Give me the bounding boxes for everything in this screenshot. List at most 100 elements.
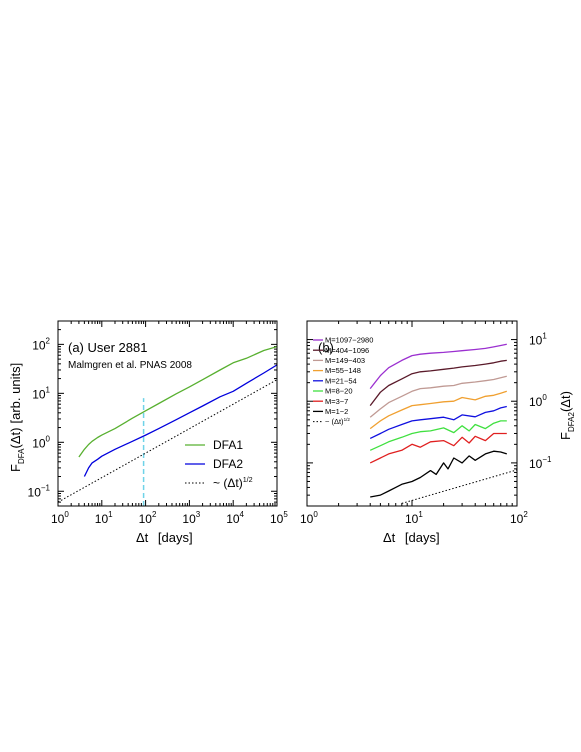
panel-b-xlabel-unit: [days]: [405, 530, 440, 545]
x-tick-label-base: 10: [300, 512, 314, 526]
y-tick-label-base: 10: [529, 395, 543, 409]
panel-b-plot-area: [369, 343, 517, 504]
panel-a-y-axis-label: FDFA(Δt) [arb. units]: [8, 363, 26, 472]
y-tick-label-exp: 1: [542, 332, 547, 341]
x-tick-label-exp: 5: [283, 510, 288, 519]
series-line-0: [369, 343, 507, 390]
x-tick-label-exp: 0: [313, 510, 318, 519]
y-tick-label: 102: [32, 336, 50, 352]
x-tick-label: 102: [510, 510, 528, 526]
legend-entry-label: M=55−148: [325, 366, 361, 375]
y-tick-label-base: 10: [32, 387, 46, 401]
series-line-2: [369, 375, 507, 418]
y-tick-label: 100: [32, 434, 50, 450]
legend-entry: M=404−1096: [325, 346, 369, 355]
y-tick-label-base: 10: [28, 485, 42, 499]
legend-entry-label: DFA1: [213, 438, 243, 452]
y-tick-label-exp: 1: [46, 385, 51, 394]
y-tick-label-base: 10: [32, 436, 46, 450]
y-tick-label: 101: [32, 385, 50, 401]
panel-b-ylabel-main: F: [558, 432, 573, 440]
x-tick-label-base: 10: [405, 512, 419, 526]
legend-entry: ~ (Δt)1/2: [213, 475, 253, 490]
legend-entry: M=3−7: [325, 397, 348, 406]
x-tick-label: 100: [51, 510, 69, 526]
y-tick-label-base: 10: [529, 457, 543, 471]
panel-a-legend: DFA1 DFA2 ~ (Δt)1/2: [185, 438, 253, 490]
y-tick-label-exp: −1: [41, 483, 51, 492]
legend-entry: M=1097−2980: [325, 336, 373, 345]
panel-b-legend: M=1097−2980M=404−1096M=149−403M=55−148M=…: [313, 336, 373, 426]
y-tick-label: 10−1: [529, 455, 552, 471]
legend-entry-label: M=149−403: [325, 356, 365, 365]
y-tick-label-base: 10: [32, 338, 46, 352]
panel-a-xlabel-unit: [days]: [158, 530, 193, 545]
panel-b-frame: [306, 320, 518, 507]
y-tick-label: 101: [529, 332, 547, 348]
panel-b-xlabel-main: Δt: [383, 530, 396, 545]
legend-entry-label: M=404−1096: [325, 346, 369, 355]
panel-a-ylabel-main: F: [8, 464, 23, 472]
legend-entry-label: M=8−20: [325, 387, 353, 396]
x-tick-label-exp: 3: [196, 510, 201, 519]
legend-entry: ~ (Δt)1/2: [325, 417, 350, 426]
series-line-0: [78, 345, 277, 458]
series-line-5: [369, 420, 507, 451]
legend-entry-label: ~ (Δt): [325, 417, 344, 426]
legend-entry: M=1−2: [325, 407, 348, 416]
y-tick-label-exp: −1: [542, 455, 552, 464]
y-tick-label-exp: 0: [46, 434, 51, 443]
x-tick-label-base: 10: [226, 512, 240, 526]
y-tick-label-base: 10: [529, 334, 543, 348]
panel-a-plot-area: [58, 345, 277, 506]
series-line-7: [370, 450, 507, 498]
legend-entry-label: M=21−54: [325, 376, 357, 385]
series-line-6: [369, 432, 507, 464]
panel-b-ylabel-sub: DFA2: [567, 411, 576, 432]
panel-a-x-tick-labels: 100 101 102 103 104 105: [51, 510, 288, 526]
legend-entry: M=8−20: [325, 387, 353, 396]
x-tick-label-exp: 2: [523, 510, 528, 519]
x-tick-label-base: 10: [139, 512, 153, 526]
x-tick-label-base: 10: [95, 512, 109, 526]
y-tick-label: 10−1: [28, 483, 51, 499]
series-line-4: [369, 405, 507, 439]
legend-entry: DFA2: [213, 457, 243, 471]
panel-a-label: (a) User 2881: [68, 340, 147, 355]
y-tick-label-exp: 0: [542, 393, 547, 402]
panel-b-ylabel-rest: (Δt): [558, 391, 573, 412]
x-tick-label: 102: [139, 510, 157, 526]
series-line-1: [83, 364, 277, 477]
x-tick-label-exp: 2: [152, 510, 157, 519]
panel-a-ylabel-rest: (Δt): [8, 428, 23, 449]
legend-entry-label: ~ (Δt): [213, 476, 243, 490]
x-tick-label-base: 10: [182, 512, 196, 526]
series-line-1: [369, 359, 507, 406]
panel-a-ylabel-unit: [arb. units]: [8, 363, 23, 424]
x-tick-label-exp: 0: [64, 510, 69, 519]
legend-entry-label: DFA2: [213, 457, 243, 471]
x-tick-label: 101: [405, 510, 423, 526]
series-line-3: [369, 390, 507, 430]
x-tick-label: 103: [182, 510, 200, 526]
panel-b-x-axis-label: Δt [days]: [383, 530, 440, 545]
legend-entry-exponent: 1/2: [243, 475, 253, 484]
x-tick-label-exp: 1: [418, 510, 423, 519]
y-tick-label: 100: [529, 393, 547, 409]
x-tick-label: 101: [95, 510, 113, 526]
x-tick-label: 100: [300, 510, 318, 526]
legend-entry: M=21−54: [325, 376, 357, 385]
y-tick-label-exp: 2: [46, 336, 51, 345]
legend-entry-label: M=3−7: [325, 397, 348, 406]
panel-b-label: (b): [318, 340, 334, 355]
legend-entry-exponent: 1/2: [344, 417, 351, 422]
panel-b-y-axis-label: FDFA2(Δt): [558, 391, 576, 440]
legend-entry-label: M=1−2: [325, 407, 348, 416]
panel-a-annotation: Malmgren et al. PNAS 2008: [68, 360, 192, 371]
panel-b-x-tick-labels: 100 101 102: [300, 510, 528, 526]
x-tick-label-base: 10: [270, 512, 284, 526]
